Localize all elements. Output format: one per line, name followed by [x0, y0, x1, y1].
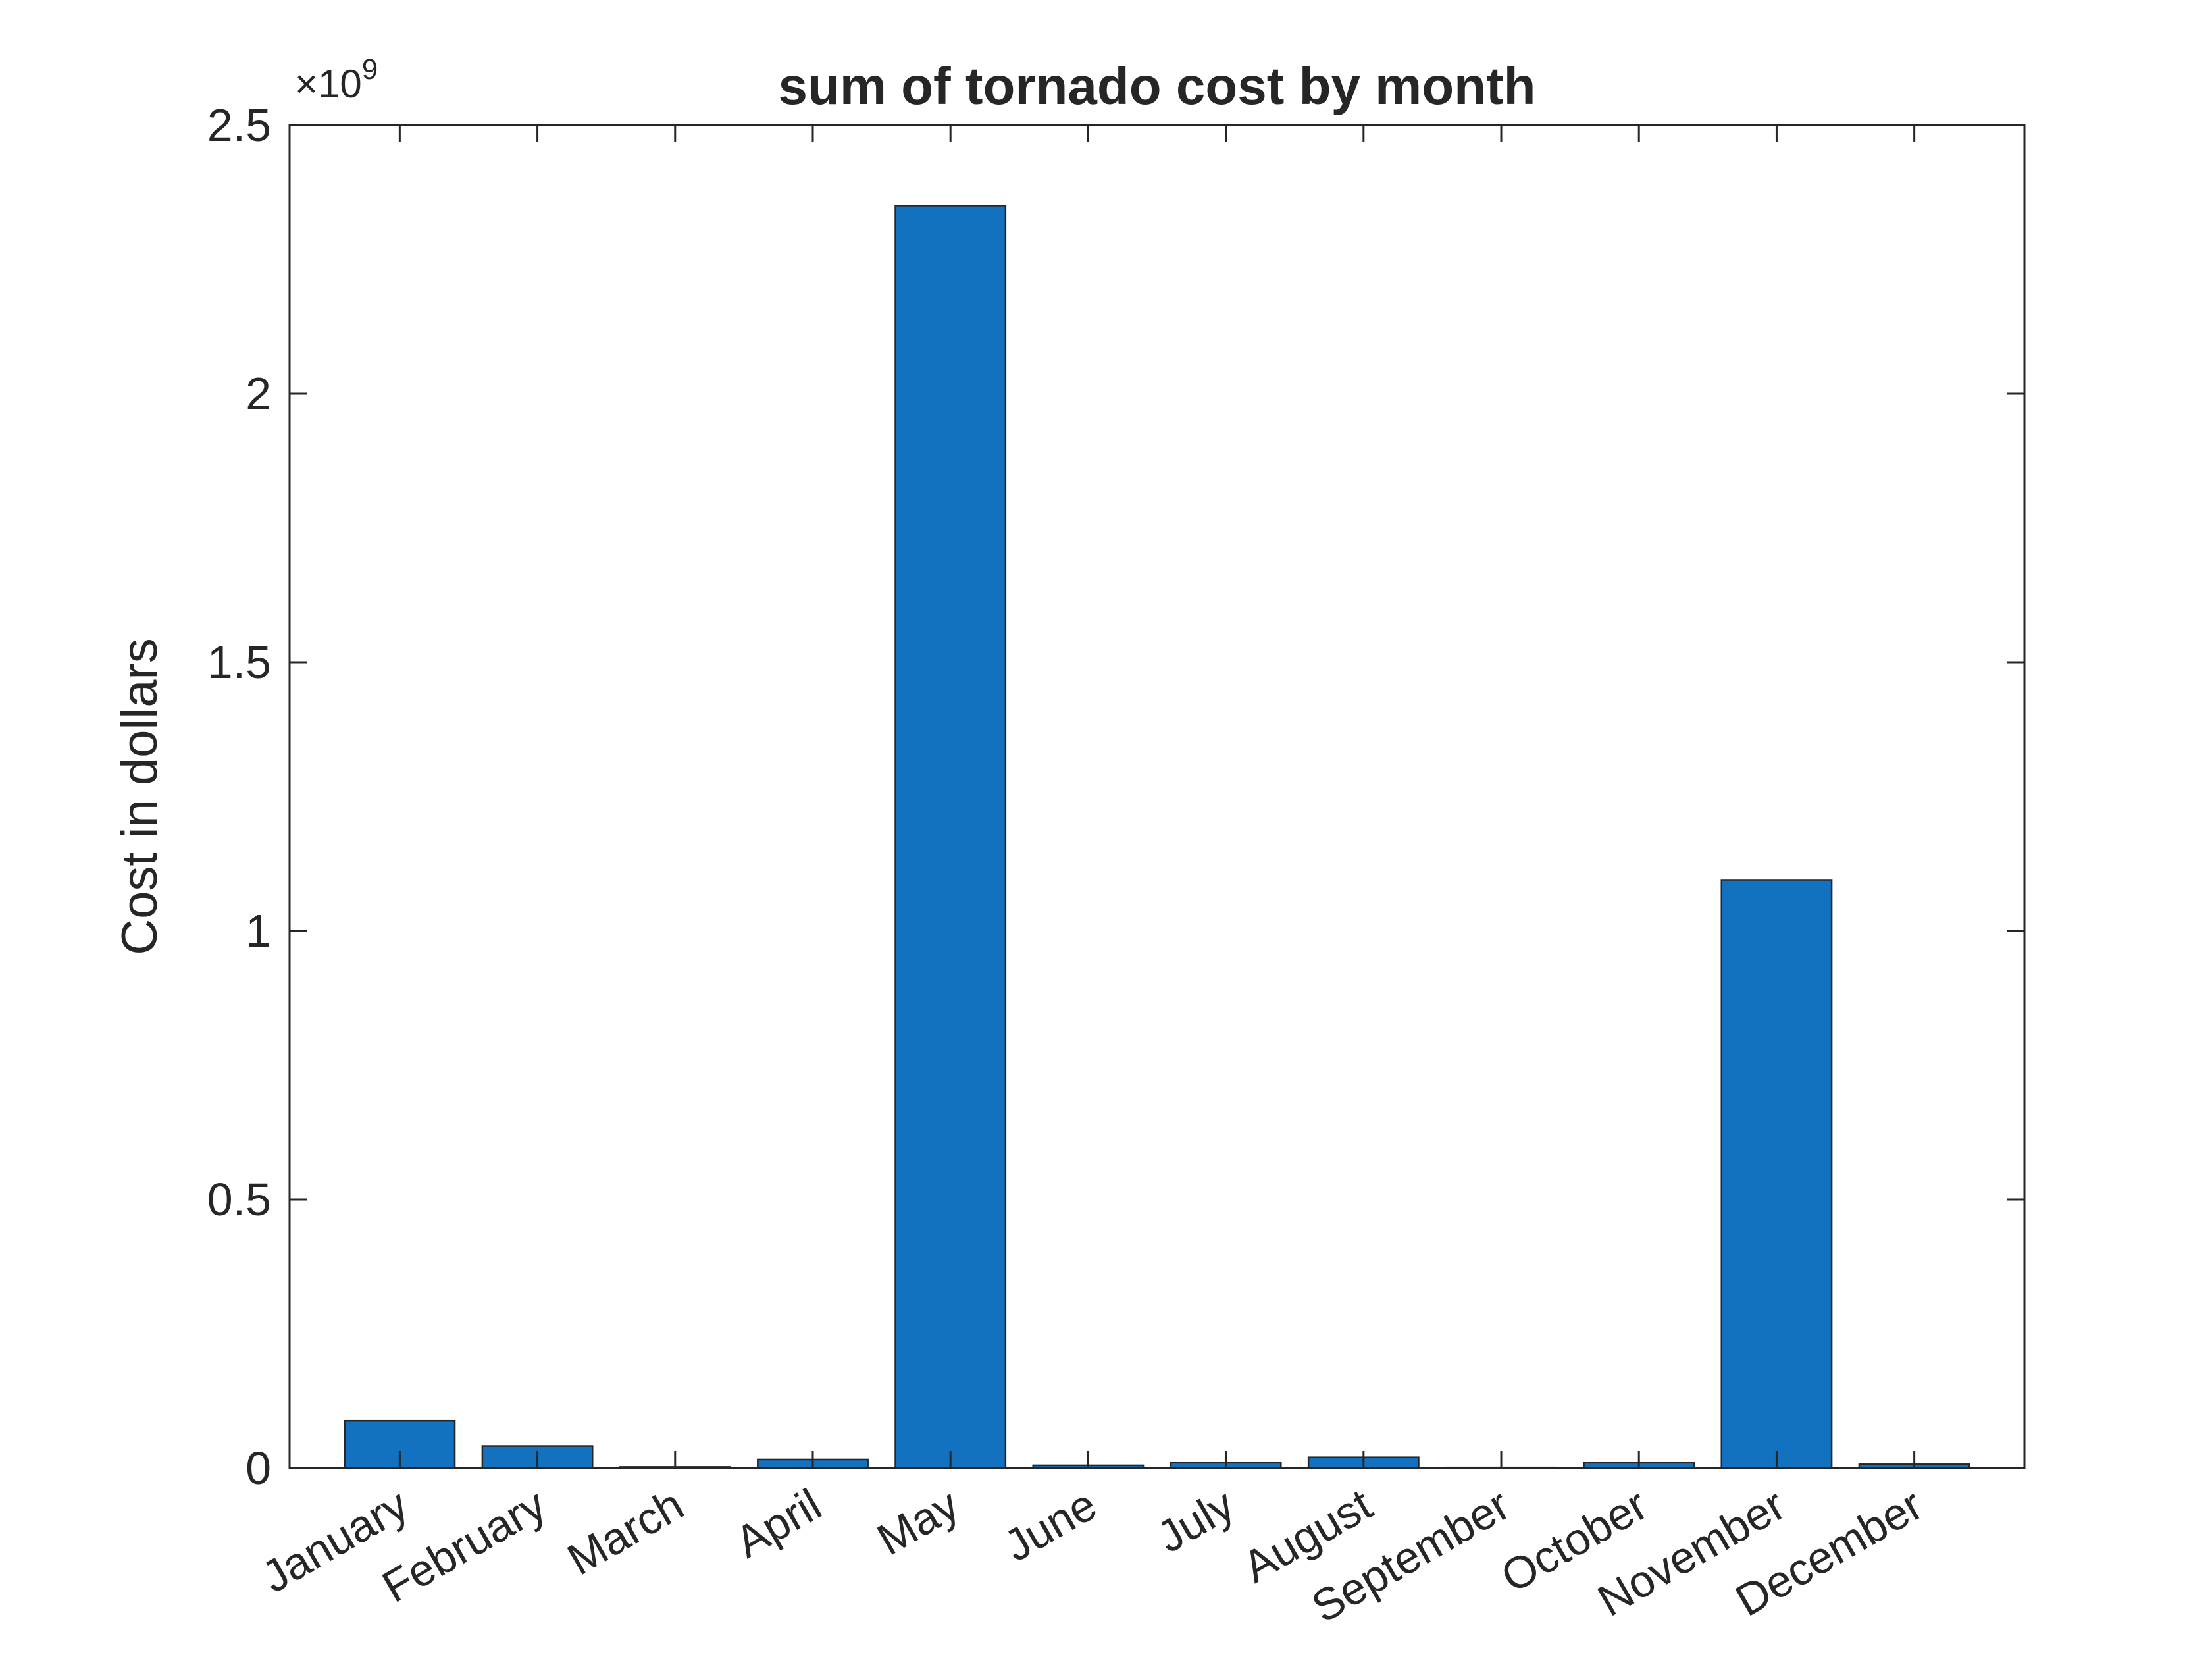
y-tick-labels: 0 0.5 1 1.5 2 2.5: [207, 99, 271, 1494]
y-tick-label: 0.5: [207, 1174, 271, 1225]
x-tick-label: June: [996, 1479, 1105, 1571]
x-tick-label: April: [727, 1479, 830, 1567]
y-tick-label: 2: [245, 368, 271, 419]
x-tick-label: May: [869, 1479, 967, 1565]
x-tick-label: March: [559, 1479, 692, 1585]
y-axis-label: Cost in dollars: [112, 638, 168, 955]
bar-may: [894, 205, 1007, 1469]
y-tick-label: 0: [245, 1442, 271, 1494]
bars-layer: [344, 205, 1970, 1469]
bar-november: [1720, 879, 1833, 1469]
exponent-label: ×109: [295, 53, 378, 106]
axes-box: [288, 124, 2026, 1469]
x-tick-label: July: [1148, 1479, 1243, 1562]
y-tick-label: 1: [245, 905, 271, 957]
chart-title: sum of tornado cost by month: [778, 57, 1535, 115]
y-tick-label: 2.5: [207, 99, 271, 151]
y-tick-label: 1.5: [207, 637, 271, 688]
